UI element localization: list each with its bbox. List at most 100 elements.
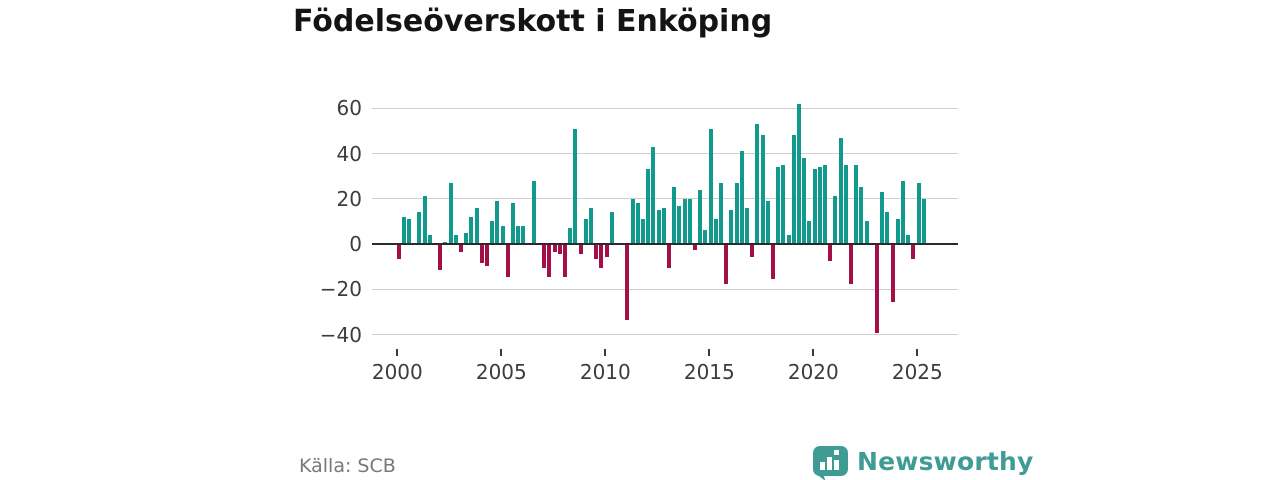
quarter-bar bbox=[921, 198, 926, 243]
quarter-bar bbox=[453, 234, 458, 243]
quarter-bar bbox=[859, 187, 864, 243]
quarter-bar bbox=[557, 245, 562, 255]
quarter-bar bbox=[672, 187, 677, 243]
quarter-bar bbox=[474, 207, 479, 243]
quarter-bar bbox=[734, 182, 739, 243]
quarter-bar bbox=[786, 234, 791, 243]
y-axis-tick-label: 0 bbox=[349, 232, 362, 256]
quarter-bar bbox=[552, 245, 557, 252]
quarter-bar bbox=[510, 203, 516, 243]
quarter-bar bbox=[880, 191, 885, 243]
quarter-bar bbox=[900, 180, 906, 243]
quarter-bar bbox=[666, 245, 672, 268]
quarter-bar bbox=[573, 128, 578, 243]
x-axis-tick-label: 2005 bbox=[475, 360, 527, 384]
quarter-bar bbox=[765, 201, 770, 243]
quarter-bar bbox=[458, 245, 464, 252]
quarter-bar bbox=[729, 210, 734, 243]
quarter-bar bbox=[687, 198, 692, 243]
quarter-bar bbox=[578, 245, 583, 255]
x-axis-tick-mark bbox=[604, 349, 607, 356]
x-axis-tick-mark bbox=[396, 349, 399, 356]
quarter-bar bbox=[890, 245, 895, 302]
quarter-bar bbox=[817, 167, 822, 243]
quarter-bar bbox=[682, 198, 687, 243]
quarter-bar bbox=[547, 245, 552, 277]
quarter-bar bbox=[698, 189, 703, 243]
newsworthy-bar-chart-icon bbox=[813, 446, 848, 480]
quarter-bar bbox=[895, 219, 900, 243]
quarter-bar bbox=[469, 216, 474, 243]
quarter-bar bbox=[651, 146, 656, 243]
quarter-bar bbox=[822, 164, 828, 243]
quarter-bar bbox=[417, 212, 422, 243]
quarter-bar bbox=[443, 241, 448, 243]
quarter-bar bbox=[646, 169, 651, 243]
quarter-bar bbox=[464, 232, 469, 243]
quarter-bar bbox=[599, 245, 604, 268]
quarter-bar bbox=[802, 158, 807, 243]
quarter-bar bbox=[656, 210, 661, 243]
quarter-bar bbox=[906, 234, 911, 243]
gridline bbox=[372, 288, 958, 290]
quarter-bar bbox=[516, 225, 521, 243]
x-axis-tick-mark bbox=[708, 349, 711, 356]
quarter-bar bbox=[781, 164, 786, 243]
quarter-bar bbox=[500, 225, 505, 243]
quarter-bar bbox=[708, 128, 713, 243]
y-axis-tick-label: −40 bbox=[319, 322, 362, 347]
quarter-bar bbox=[718, 182, 724, 243]
quarter-bar bbox=[828, 245, 833, 262]
y-axis-tick-label: −20 bbox=[319, 277, 362, 302]
quarter-bar bbox=[625, 245, 630, 320]
quarter-bar bbox=[479, 245, 484, 264]
quarter-bar bbox=[401, 216, 406, 243]
y-axis-tick-label: 60 bbox=[336, 96, 362, 121]
quarter-bar bbox=[744, 207, 750, 243]
x-axis-tick-label: 2015 bbox=[683, 360, 735, 384]
chart-title: Födelseöverskott i Enköping bbox=[293, 4, 773, 39]
quarter-bar bbox=[833, 196, 838, 243]
quarter-bar bbox=[531, 180, 536, 243]
quarter-bar bbox=[703, 230, 708, 243]
quarter-bar bbox=[630, 198, 635, 243]
gridline bbox=[372, 107, 958, 109]
source-note: Källa: SCB bbox=[299, 455, 396, 477]
quarter-bar bbox=[406, 219, 412, 243]
x-axis-tick-label: 2025 bbox=[891, 360, 943, 384]
quarter-bar bbox=[692, 245, 698, 250]
quarter-bar bbox=[396, 245, 401, 259]
gridline bbox=[372, 198, 958, 200]
quarter-bar bbox=[812, 169, 817, 243]
newsworthy-logo[interactable]: Newsworthy bbox=[813, 444, 1034, 480]
quarter-bar bbox=[594, 245, 599, 259]
quarter-bar bbox=[911, 245, 916, 259]
quarter-bar bbox=[490, 221, 495, 243]
quarter-bar bbox=[843, 164, 848, 243]
quarter-bar bbox=[854, 164, 859, 243]
quarter-bar bbox=[448, 182, 453, 243]
quarter-bar bbox=[776, 167, 781, 243]
quarter-bar bbox=[885, 212, 890, 243]
y-axis-tick-label: 40 bbox=[336, 141, 362, 166]
quarter-bar bbox=[724, 245, 729, 284]
quarter-bar bbox=[713, 219, 718, 243]
gridline bbox=[372, 334, 958, 335]
gridline bbox=[372, 153, 958, 154]
quarter-bar bbox=[505, 245, 510, 277]
quarter-bar bbox=[438, 245, 443, 271]
quarter-bar bbox=[864, 221, 869, 243]
quarter-bar bbox=[562, 245, 568, 277]
quarter-bar bbox=[796, 103, 802, 243]
quarter-bar bbox=[848, 245, 854, 284]
zero-axis-line bbox=[372, 242, 958, 246]
quarter-bar bbox=[588, 207, 594, 243]
quarter-bar bbox=[916, 182, 921, 243]
quarter-bar bbox=[635, 203, 640, 243]
quarter-bar bbox=[422, 196, 427, 243]
quarter-bar bbox=[739, 151, 744, 243]
quarter-bar bbox=[609, 212, 614, 243]
quarter-bar bbox=[755, 124, 760, 243]
